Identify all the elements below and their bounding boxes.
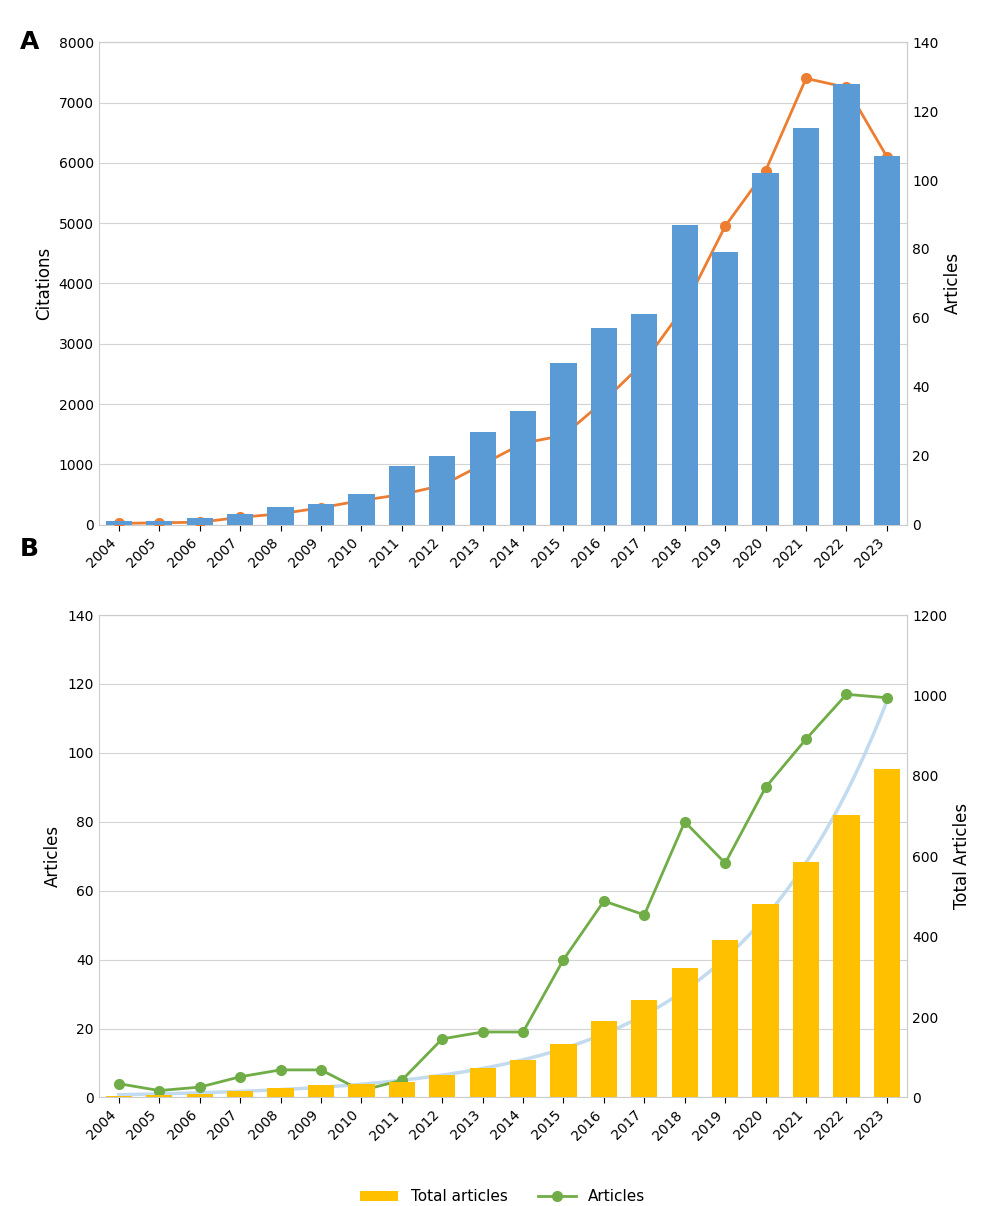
Text: B: B (20, 537, 38, 561)
Bar (227, 1091, 253, 1097)
Bar (550, 1044, 577, 1097)
Bar (712, 252, 739, 525)
Bar (793, 128, 819, 525)
Bar (308, 1085, 334, 1097)
Y-axis label: Articles: Articles (944, 252, 962, 315)
Y-axis label: Total Articles: Total Articles (952, 803, 970, 909)
Bar (308, 504, 334, 525)
Bar (671, 967, 698, 1097)
Bar (510, 1060, 536, 1097)
Bar (348, 1084, 375, 1097)
Bar (106, 1096, 132, 1097)
Bar (186, 1094, 213, 1097)
Y-axis label: Citations: Citations (35, 247, 53, 320)
Bar (267, 1088, 294, 1097)
Y-axis label: Articles: Articles (43, 825, 62, 888)
Bar (348, 493, 375, 525)
Bar (591, 1021, 617, 1097)
Bar (631, 315, 658, 525)
Legend: Articles, Citations: Articles, Citations (369, 610, 637, 638)
Bar (752, 174, 779, 525)
Text: A: A (20, 30, 39, 54)
Bar (146, 521, 173, 525)
Bar (833, 83, 860, 525)
Bar (550, 363, 577, 525)
Bar (388, 1082, 415, 1097)
Bar (469, 1067, 496, 1097)
Bar (874, 156, 900, 525)
Bar (186, 517, 213, 525)
Bar (874, 768, 900, 1097)
Bar (631, 1000, 658, 1097)
Bar (712, 941, 739, 1097)
Bar (429, 456, 456, 525)
Legend: Total articles, Articles: Total articles, Articles (354, 1183, 652, 1206)
Bar (833, 815, 860, 1097)
Bar (106, 521, 132, 525)
Bar (591, 328, 617, 525)
Bar (510, 411, 536, 525)
Bar (671, 224, 698, 525)
Bar (388, 466, 415, 525)
Bar (429, 1076, 456, 1097)
Bar (267, 508, 294, 525)
Bar (752, 904, 779, 1097)
Bar (146, 1095, 173, 1097)
Bar (793, 862, 819, 1097)
Bar (469, 432, 496, 525)
Bar (227, 514, 253, 525)
